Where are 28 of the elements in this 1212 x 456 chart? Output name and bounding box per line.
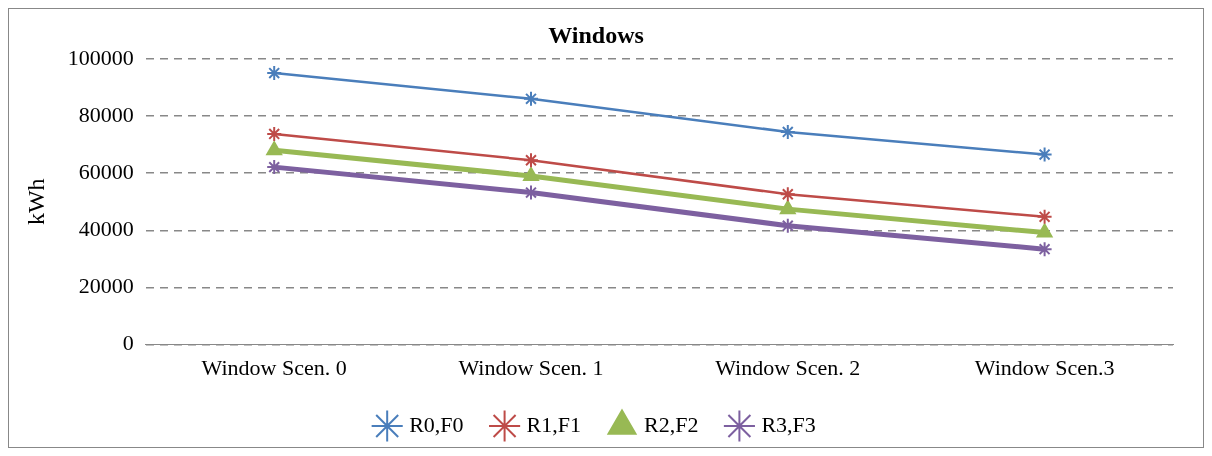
point [1036,208,1053,225]
y-tick-label: 80000 [78,101,134,127]
point [779,200,796,215]
y-axis-title: kWh [22,178,49,226]
y-tick-label: 20000 [78,273,134,299]
legend-label: R0,F0 [409,411,464,437]
point [779,123,796,140]
point [779,186,796,203]
chart-title: Windows [548,21,644,48]
point [523,184,539,201]
point [1036,223,1053,238]
point [523,90,539,107]
point [266,141,283,156]
point [1036,146,1053,163]
point [266,65,283,82]
legend-label: R1,F1 [526,411,582,437]
x-tick-label: Window Scen. 0 [201,354,347,380]
y-tick-label: 40000 [78,216,134,242]
x-tick-label: Window Scen.3 [974,354,1115,380]
legend-label: R2,F2 [644,411,699,437]
point [266,125,283,142]
y-tick-label: 100000 [67,44,134,70]
x-tick-label: Window Scen. 1 [458,354,604,380]
y-tick-label: 0 [122,330,134,356]
x-tick-label: Window Scen. 2 [715,354,861,380]
point [523,152,539,169]
y-tick-label: 60000 [78,158,134,184]
legend-label: R3,F3 [761,411,816,437]
